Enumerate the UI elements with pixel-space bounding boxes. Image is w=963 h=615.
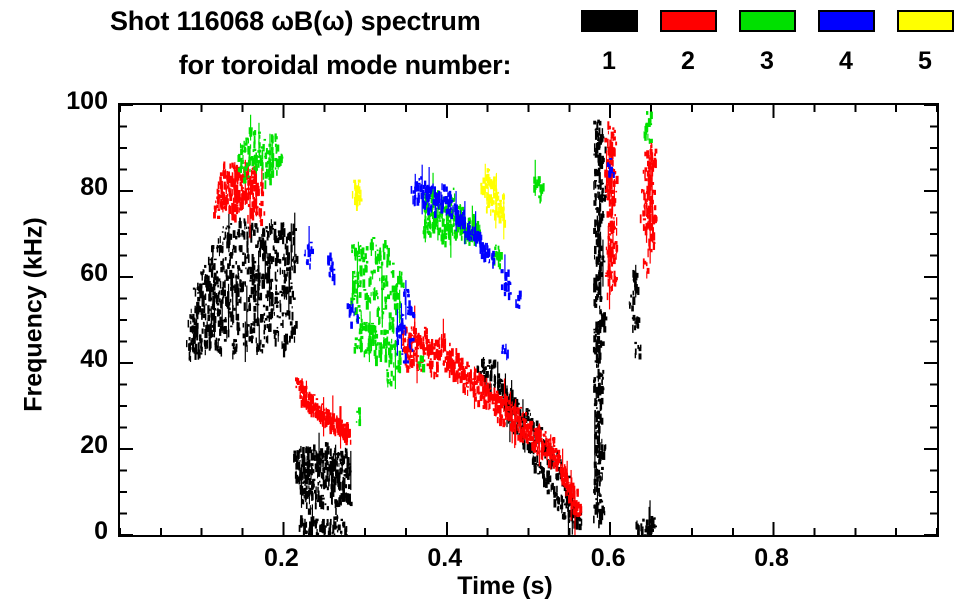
- legend-swatch-5: [896, 10, 954, 32]
- legend-label-2: 2: [681, 47, 695, 75]
- legend-item-2[interactable]: 2: [657, 10, 719, 74]
- legend-swatch-4: [817, 10, 875, 32]
- legend-label-1: 1: [602, 47, 616, 75]
- y-tick-label-100: 100: [66, 87, 108, 115]
- legend-swatch-3: [738, 10, 796, 32]
- chart-subtitle: for toroidal mode number:: [178, 50, 512, 80]
- spectrogram-canvas: [120, 105, 937, 535]
- y-tick-label-60: 60: [80, 259, 108, 287]
- legend-item-4[interactable]: 4: [815, 10, 877, 74]
- spectrogram-data-layer: [185, 111, 658, 535]
- legend-item-3[interactable]: 3: [736, 10, 798, 74]
- legend-swatch-1: [580, 10, 638, 32]
- spectrogram-plot-area: [118, 103, 939, 537]
- chart-title: Shot 116068 ωB(ω) spectrum: [110, 6, 481, 36]
- x-tick-label-0.8: 0.8: [754, 544, 789, 572]
- y-tick-label-80: 80: [80, 173, 108, 201]
- x-tick-label-0.4: 0.4: [427, 544, 463, 572]
- legend-label-4: 4: [839, 47, 853, 75]
- legend-label-5: 5: [918, 47, 932, 75]
- x-axis-label: Time (s): [457, 572, 553, 600]
- legend-label-3: 3: [760, 47, 774, 75]
- legend-item-5[interactable]: 5: [894, 10, 956, 74]
- x-tick-label-0.6: 0.6: [590, 544, 626, 572]
- legend: 1 2 3 4 5: [578, 10, 956, 90]
- x-tick-label-0.2: 0.2: [264, 544, 299, 572]
- legend-item-1[interactable]: 1: [578, 10, 640, 74]
- legend-swatch-2: [659, 10, 717, 32]
- y-tick-label-40: 40: [80, 345, 108, 373]
- y-tick-label-20: 20: [80, 431, 108, 459]
- y-tick-label-0: 0: [94, 517, 108, 545]
- y-axis-label: Frequency (kHz): [19, 217, 48, 412]
